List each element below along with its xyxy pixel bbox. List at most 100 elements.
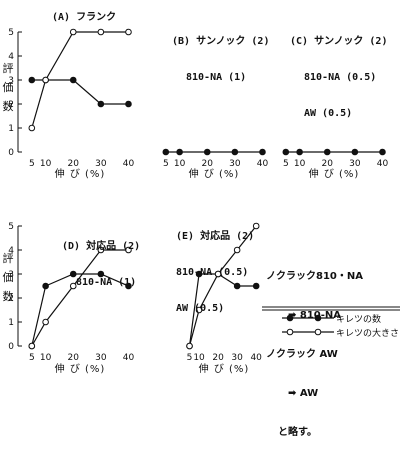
x-tick-label: 30 <box>349 159 361 169</box>
point-crack-count <box>176 148 183 156</box>
note-line-4: ➡ AW <box>288 388 319 399</box>
panel-e-title-line-1: (E) 対応品 (2) <box>176 231 255 242</box>
note-line-3: ノクラック AW <box>266 349 338 360</box>
x-tick-label: 40 <box>257 159 269 169</box>
x-tick-label: 10 <box>40 159 52 169</box>
point-crack-count <box>42 282 49 290</box>
x-tick-label: 10 <box>193 353 205 363</box>
point-crack-size <box>42 76 49 84</box>
legend <box>262 306 400 336</box>
point-crack-size <box>195 306 203 314</box>
panel-d: 0 1 2 3 4 5 5 10 20 30 40 伸 び (%) <box>8 222 134 375</box>
panel-e-title: (E) 対応品 (2) 810-NA (0.5) AW (0.5) <box>176 207 254 327</box>
point-crack-size <box>125 246 132 254</box>
point-crack-count <box>323 148 331 156</box>
panel-c-title-line-2: 810-NA (0.5) <box>304 72 377 83</box>
x-tick-label: 30 <box>95 353 107 363</box>
series-line-crack-count <box>31 79 129 105</box>
panel-b-title-line-1: (B) サンノック (2) <box>172 36 270 47</box>
point-crack-count <box>69 76 77 84</box>
point-crack-count <box>97 100 105 108</box>
point-crack-count <box>125 282 132 290</box>
point-crack-count <box>252 282 260 290</box>
point-crack-count <box>282 148 290 156</box>
point-crack-count <box>351 148 359 156</box>
panel-a-title: (A) フランク <box>52 12 117 23</box>
y-label-char: 数 <box>2 290 14 303</box>
panel-c-title-line-1: (C) サンノック (2) <box>290 36 388 47</box>
y-axis-label-top: 評 価 数 <box>2 62 14 113</box>
x-tick-label: 10 <box>40 353 52 363</box>
legend-marker <box>314 328 322 336</box>
y-tick-label: 0 <box>8 342 14 352</box>
point-crack-count <box>233 282 241 290</box>
note-line-5: と略す。 <box>278 427 317 438</box>
point-crack-count <box>379 148 386 156</box>
x-tick-label: 40 <box>123 159 135 169</box>
point-crack-size <box>28 124 36 132</box>
point-crack-size <box>186 342 193 350</box>
y-tick-label: 4 <box>8 52 14 62</box>
x-tick-label: 40 <box>377 159 389 169</box>
x-tick-label: 5 <box>283 159 289 169</box>
panel-b: 5 10 20 30 40 伸 び (%) <box>162 148 269 180</box>
point-crack-size <box>214 270 222 278</box>
point-crack-size <box>97 28 105 36</box>
legend-marker <box>314 314 322 322</box>
x-axis-label: 伸 び (%) <box>189 168 240 180</box>
panel-c: 5 10 20 30 40 伸 び (%) <box>282 148 389 180</box>
y-tick-label: 4 <box>8 246 14 256</box>
x-tick-label: 20 <box>68 353 80 363</box>
panel-d-title-line-2: 810-NA (1) <box>76 277 137 288</box>
point-crack-count <box>231 148 239 156</box>
point-crack-count <box>125 100 132 108</box>
x-tick-label: 20 <box>68 159 80 169</box>
y-tick-label: 1 <box>8 124 14 134</box>
x-tick-label: 40 <box>250 353 262 363</box>
panel-c-title: (C) サンノック (2) 810-NA (0.5) AW (0.5) <box>290 12 387 132</box>
y-tick-label: 2 <box>8 100 14 110</box>
point-crack-size <box>69 282 77 290</box>
y-label-char: 数 <box>2 100 14 113</box>
x-tick-label: 30 <box>95 159 107 169</box>
panel-a: 0 1 2 3 4 5 5 10 20 30 40 伸 び (%) <box>8 28 134 180</box>
y-tick-label: 5 <box>8 28 14 38</box>
x-tick-label: 40 <box>123 353 135 363</box>
y-label-char: 評 <box>2 62 14 75</box>
point-crack-count <box>296 148 303 156</box>
point-crack-size <box>97 246 105 254</box>
legend-filled-label: キレツの数 <box>336 315 382 325</box>
abbreviation-notes: ノクラック810・NA ➡ 810-NA ノクラック AW ➡ AW と略す。 <box>266 244 363 452</box>
panel-e-title-line-2: 810-NA (0.5) <box>176 267 249 278</box>
point-crack-size <box>42 318 49 326</box>
y-tick-label: 3 <box>8 270 14 280</box>
point-crack-count <box>162 148 170 156</box>
y-label-char: 価 <box>2 81 14 94</box>
panel-b-title: (B) サンノック (2) 810-NA (1) <box>172 12 269 96</box>
panel-e-title-line-3: AW (0.5) <box>176 303 225 314</box>
point-crack-count <box>203 148 211 156</box>
point-crack-count <box>195 270 203 278</box>
y-tick-label: 1 <box>8 318 14 328</box>
x-axis-label: 伸 び (%) <box>309 168 360 180</box>
point-crack-size <box>125 28 132 36</box>
point-crack-size <box>233 246 241 254</box>
x-tick-label: 10 <box>174 159 186 169</box>
legend-open-label: キレツの大きさ <box>336 329 400 339</box>
y-tick-label: 3 <box>8 76 14 86</box>
point-crack-count <box>69 270 77 278</box>
y-tick-label: 5 <box>8 222 14 232</box>
y-label-char: 評 <box>2 252 14 265</box>
x-axis-label: 伸 び (%) <box>55 168 106 180</box>
panel-d-title: (D) 対応品 (2) 810-NA (1) <box>62 217 140 301</box>
x-tick-label: 20 <box>202 159 214 169</box>
panel-d-title-line-1: (D) 対応品 (2) <box>62 241 141 252</box>
point-crack-count <box>28 76 36 84</box>
point-crack-size <box>28 342 36 350</box>
y-axis-label-bottom: 評 価 数 <box>2 252 14 303</box>
point-crack-size <box>69 28 77 36</box>
x-tick-label: 20 <box>212 353 224 363</box>
y-tick-label: 2 <box>8 294 14 304</box>
x-tick-label: 5 <box>163 159 169 169</box>
